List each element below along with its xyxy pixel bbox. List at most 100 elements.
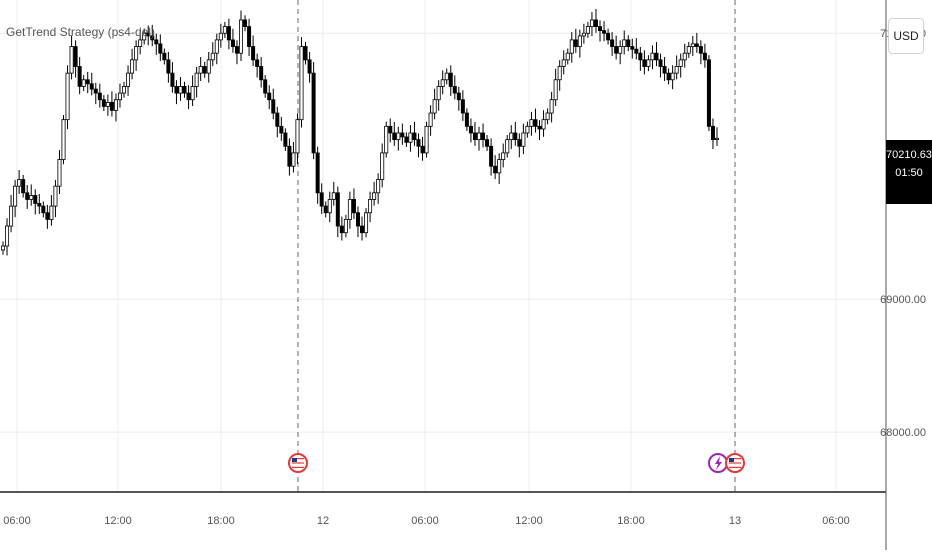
flag-stripe [729,458,741,460]
candle-body [521,132,526,147]
x-tick-label: 12:00 [104,515,132,527]
candle-body [243,19,248,27]
candle-body [0,245,6,251]
candle-body [573,39,578,47]
event-markers [288,453,745,473]
candle-body [646,59,651,67]
candle-body [602,30,607,34]
us-flag-event-icon[interactable] [725,453,745,473]
candle-body [384,125,389,154]
candle-body [593,19,598,27]
candle-body [226,26,231,41]
candle-body [85,79,90,85]
lightning-icon-bolt [715,456,722,470]
candle-body [581,32,586,37]
candle-body [57,159,62,187]
candle-body [436,86,441,101]
candle-body [650,52,655,61]
x-tick-label: 18:00 [617,515,645,527]
candle-body [472,132,477,141]
candle-body [9,205,14,227]
y-tick-label: 69000.00 [880,294,926,306]
candle-body [525,125,530,134]
candle-body [81,79,86,87]
candle-body [182,86,187,94]
candle-body [493,165,498,174]
candle-body [513,132,518,141]
x-tick-label: 13 [729,515,741,527]
candle-body [234,46,239,54]
flag-stripe [292,462,304,464]
candle-body [618,46,623,54]
candle-body [13,185,18,207]
candle-body [456,92,461,101]
candle-body [715,137,720,141]
candle-body [694,43,699,47]
candle-body [468,125,473,134]
candle-body [569,39,574,54]
candle-body [626,39,631,47]
candle-body [255,59,260,67]
candle-body [287,145,292,167]
candle-body [17,179,22,187]
candle-body [130,59,135,74]
candle-body [674,66,679,74]
candle-body [598,26,603,31]
us-flag-event-icon[interactable] [288,453,308,473]
flag-stripe [729,464,741,466]
candle-body [101,99,106,107]
candle-body [553,79,558,101]
candle-body [150,35,155,41]
candle-body [214,39,219,54]
candle-body [41,205,46,214]
flag-stripe [729,466,741,468]
candle-body [77,66,82,87]
candle-body [372,192,377,200]
candle-body [351,199,356,214]
candle-body [364,212,369,234]
candle-body [69,46,74,74]
candle-body [565,52,570,61]
candle-body [577,35,582,47]
candle-body [291,152,296,167]
candle-body [61,119,66,160]
flag-stripe [729,460,741,462]
candle-body [230,39,235,47]
candle-body [49,205,54,220]
candle-body [162,52,167,61]
candle-body [247,26,252,47]
x-tick-label: 18:00 [207,515,235,527]
candle-body [400,132,405,138]
candle-body [134,46,139,61]
candle-body [630,46,635,50]
candle-body [682,52,687,61]
candle-body [303,46,308,61]
candle-body [186,92,191,101]
candle-body [420,145,425,154]
lightning-event-icon[interactable] [708,453,728,473]
candle-body [45,212,50,220]
candle-body [517,139,522,147]
candle-body [505,139,510,154]
candle-body [355,212,360,227]
x-tick-label: 12 [317,515,329,527]
candle-body [271,99,276,114]
candle-body [279,125,284,134]
candle-body [331,192,336,200]
candle-body [634,48,639,54]
candle-body [702,52,707,61]
candle-body [299,46,304,121]
candle-body [154,39,159,45]
candle-body [638,52,643,61]
candle-body [509,132,514,141]
candle-body [444,72,449,81]
candle-body [662,66,667,74]
candle-body [138,39,143,47]
candle-body [263,79,268,94]
candle-body [267,92,272,101]
currency-button[interactable]: USD [888,18,924,54]
candle-body [416,139,421,147]
candle-body [392,132,397,141]
